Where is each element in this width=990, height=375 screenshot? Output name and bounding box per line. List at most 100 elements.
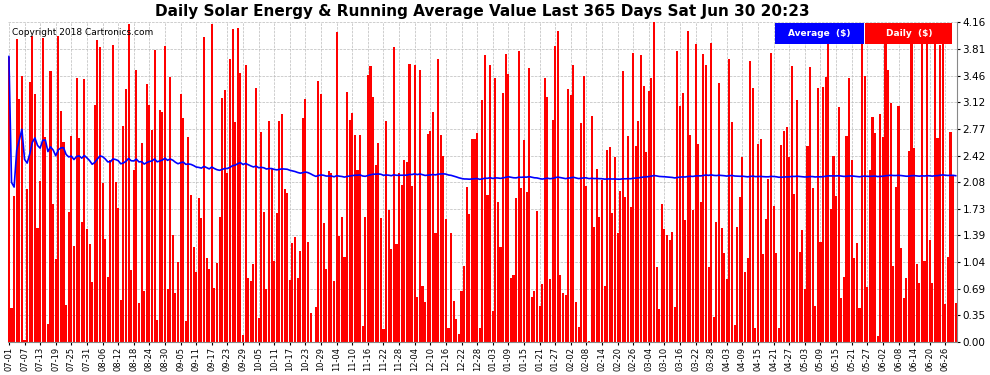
Bar xyxy=(115,182,117,342)
Bar xyxy=(838,106,840,342)
Bar xyxy=(437,58,440,342)
Bar xyxy=(430,131,432,342)
Bar xyxy=(86,229,88,342)
Bar xyxy=(158,110,160,342)
Bar xyxy=(435,232,437,342)
Bar xyxy=(710,42,712,342)
Bar xyxy=(336,32,338,342)
Bar xyxy=(944,303,946,342)
Bar xyxy=(148,105,150,342)
Bar xyxy=(130,270,133,342)
Bar xyxy=(895,188,897,342)
Bar xyxy=(37,228,39,342)
Bar xyxy=(687,32,689,342)
Bar xyxy=(751,88,753,342)
Bar xyxy=(666,234,668,342)
Bar xyxy=(601,180,603,342)
Bar xyxy=(489,65,491,342)
Bar xyxy=(505,54,507,342)
Bar xyxy=(604,286,606,342)
Bar xyxy=(513,275,515,342)
Bar xyxy=(221,98,224,342)
Bar xyxy=(109,159,112,342)
Bar xyxy=(746,258,748,342)
Bar xyxy=(414,65,416,342)
Bar xyxy=(281,114,283,342)
Bar xyxy=(341,217,343,342)
Bar xyxy=(91,282,93,342)
Bar xyxy=(585,186,587,342)
Bar xyxy=(395,244,398,342)
Bar xyxy=(890,104,892,342)
Bar xyxy=(848,78,850,342)
Bar xyxy=(361,326,363,342)
Bar xyxy=(406,162,408,342)
Bar xyxy=(484,56,486,342)
Bar xyxy=(112,45,114,342)
Bar xyxy=(47,324,49,342)
Bar xyxy=(200,218,202,342)
Bar xyxy=(564,295,566,342)
Bar xyxy=(144,291,146,342)
Bar xyxy=(531,297,533,342)
Bar xyxy=(432,112,434,342)
Bar xyxy=(705,66,707,342)
Bar xyxy=(809,68,811,342)
Bar xyxy=(799,252,801,342)
Bar xyxy=(232,29,234,342)
Bar xyxy=(708,267,710,342)
Bar xyxy=(177,262,179,342)
Bar xyxy=(185,321,187,342)
Bar xyxy=(554,46,556,342)
Bar xyxy=(94,105,96,342)
Bar xyxy=(614,158,616,342)
Bar xyxy=(249,281,251,342)
Bar xyxy=(593,227,595,342)
Bar xyxy=(820,243,822,342)
Bar xyxy=(791,66,793,342)
Bar xyxy=(937,138,939,342)
Bar xyxy=(141,143,143,342)
Bar xyxy=(219,217,221,342)
Bar xyxy=(65,305,67,342)
Bar xyxy=(88,244,91,342)
Bar xyxy=(248,278,249,342)
Bar xyxy=(297,278,299,342)
Bar xyxy=(518,51,520,342)
Bar xyxy=(206,258,208,342)
Bar xyxy=(382,328,384,342)
Bar xyxy=(500,247,502,342)
Bar xyxy=(398,173,400,342)
Bar xyxy=(548,279,551,342)
Bar xyxy=(353,135,356,342)
Bar xyxy=(465,187,467,342)
Bar xyxy=(850,160,852,342)
Bar xyxy=(424,302,426,342)
Bar xyxy=(369,66,371,342)
Bar xyxy=(926,37,929,342)
Bar xyxy=(463,266,465,342)
Bar xyxy=(643,86,644,342)
Bar xyxy=(315,307,317,342)
Bar xyxy=(70,136,72,342)
Bar xyxy=(828,24,830,342)
Bar xyxy=(60,111,62,342)
Bar xyxy=(638,121,640,342)
Bar xyxy=(807,146,809,342)
Bar xyxy=(128,24,130,342)
Bar xyxy=(737,227,739,342)
Bar xyxy=(515,198,517,342)
Bar xyxy=(302,118,304,342)
Bar xyxy=(801,230,803,342)
Bar xyxy=(835,196,838,342)
Bar xyxy=(270,169,272,342)
Bar xyxy=(403,160,405,342)
Bar xyxy=(744,272,746,342)
Bar xyxy=(635,146,637,342)
Bar xyxy=(351,113,353,342)
Bar xyxy=(323,224,325,342)
Bar xyxy=(695,44,697,342)
Bar xyxy=(174,293,176,342)
Bar xyxy=(447,328,449,342)
Bar xyxy=(577,327,579,342)
